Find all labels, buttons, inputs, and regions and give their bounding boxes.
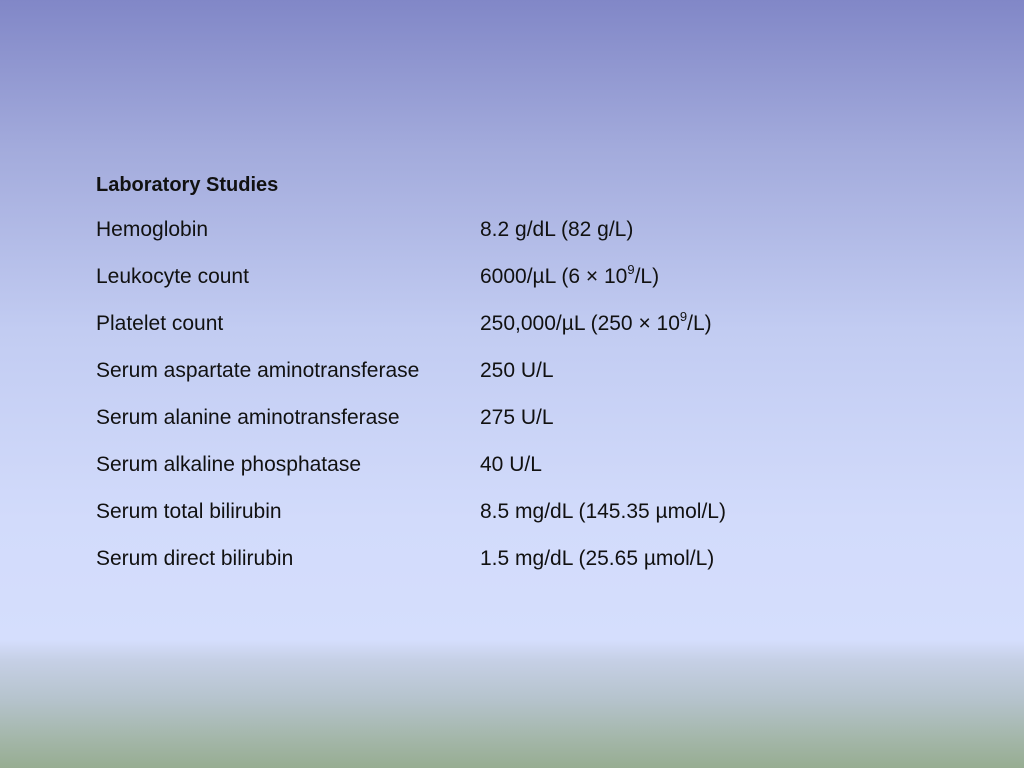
value-text: 6000/µL (6 × 10	[480, 265, 628, 288]
value-unit: /L)	[687, 312, 712, 335]
row-label: Serum aspartate aminotransferase	[96, 359, 420, 382]
row-value: 8.2 g/dL (82 g/L)	[480, 218, 633, 242]
row-label: Platelet count	[96, 312, 224, 335]
row-value: 8.5 mg/dL (145.35 µmol/L)	[480, 500, 726, 523]
row-value: 1.5 mg/dL (25.65 µmol/L)	[480, 547, 715, 570]
row-value: 250 U/L	[480, 359, 554, 382]
row-value: 250,000/µL (250 × 109/L)	[480, 309, 712, 336]
row-value: 275 U/L	[480, 406, 554, 429]
value-text: 8.2 g/dL (82 g/L)	[480, 218, 634, 241]
row-label: Serum total bilirubin	[96, 500, 282, 523]
row-label: Hemoglobin	[96, 218, 209, 241]
value-unit: /L)	[634, 265, 660, 288]
value-text: 250,000/µL (250 × 10	[480, 312, 680, 335]
row-label: Serum direct bilirubin	[96, 547, 294, 570]
row-value: 40 U/L	[480, 453, 542, 476]
section-title: Laboratory Studies	[96, 174, 279, 196]
row-value: 6000/µL (6 × 109/L)	[480, 262, 660, 289]
row-label: Leukocyte count	[96, 265, 249, 288]
row-label: Serum alkaline phosphatase	[96, 453, 362, 476]
exponent: 9	[679, 309, 688, 324]
exponent: 9	[627, 262, 635, 277]
row-label: Serum alanine aminotransferase	[96, 406, 400, 429]
